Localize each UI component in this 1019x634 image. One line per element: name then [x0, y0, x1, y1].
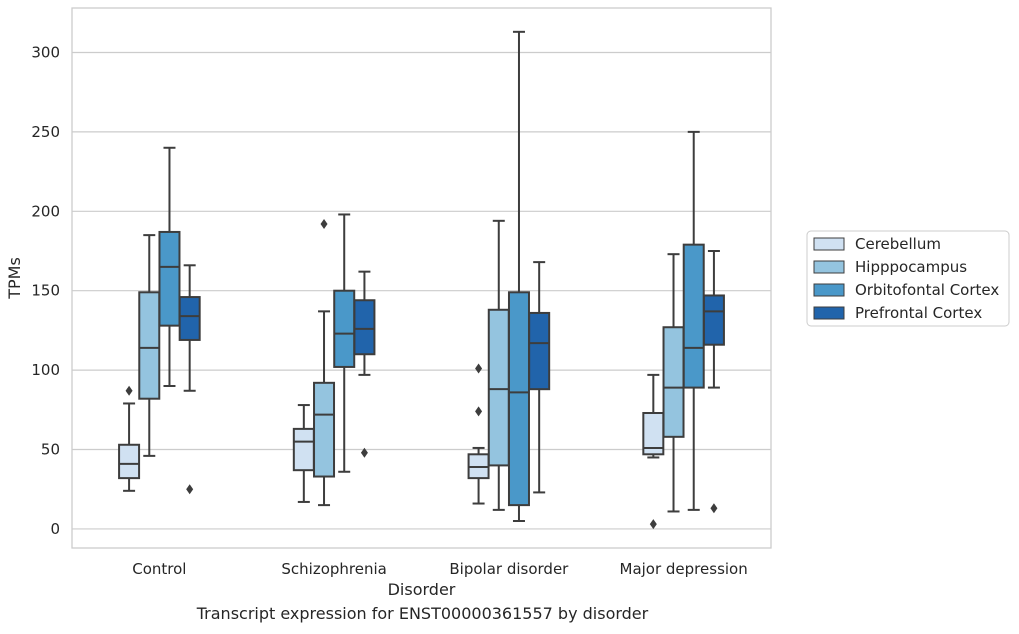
- box: [313, 381, 336, 478]
- legend-label: Prefrontal Cortex: [855, 304, 982, 322]
- outlier-point: [125, 385, 133, 396]
- outlier-point: [186, 484, 194, 495]
- box-group: [353, 270, 376, 458]
- y-tick-label: 100: [31, 361, 60, 379]
- box: [333, 289, 356, 368]
- y-tick-label: 0: [50, 520, 60, 538]
- legend-swatch: [813, 237, 845, 251]
- box-group: [292, 404, 315, 503]
- box-group: [702, 250, 725, 514]
- outlier-point: [475, 363, 483, 374]
- box-group: [507, 30, 530, 522]
- outlier-point: [320, 219, 328, 229]
- y-tick-label: 200: [31, 202, 60, 220]
- legend-label: Orbitofontal Cortex: [855, 281, 999, 299]
- plot-frame: [71, 7, 772, 549]
- y-tick-label: 50: [41, 441, 60, 459]
- box-group: [178, 264, 201, 495]
- outlier-point: [710, 503, 718, 514]
- box-group: [118, 385, 141, 492]
- legend-swatch: [813, 260, 845, 274]
- legend-swatch: [813, 283, 845, 297]
- axes: 0 50 100 150 200 250 300 Control Schizophrenia Bi…: [31, 43, 747, 578]
- box-group: [467, 363, 490, 505]
- outlier-point: [649, 519, 657, 530]
- outlier-point: [360, 447, 368, 458]
- legend-swatch: [813, 306, 845, 320]
- legend-frame: [806, 230, 1010, 327]
- box: [138, 291, 161, 400]
- box-group: [682, 130, 705, 511]
- box-group: [528, 261, 551, 494]
- box: [353, 299, 376, 356]
- legend: Cerebellum Hipppocampus Orbitofontal Corte…: [806, 230, 1010, 327]
- box: [662, 326, 685, 438]
- box: [702, 294, 725, 346]
- legend-label: Hipppocampus: [855, 258, 967, 276]
- y-tick-label: 250: [31, 123, 60, 141]
- outlier-point: [475, 406, 483, 417]
- box: [118, 443, 141, 480]
- figure-caption: Transcript expression for ENST0000036155…: [196, 604, 649, 623]
- legend-label: Cerebellum: [855, 235, 941, 253]
- box-group: [138, 234, 161, 457]
- box: [528, 311, 551, 391]
- y-axis-label: TPMs: [5, 257, 24, 300]
- box-group: [313, 219, 336, 507]
- x-tick-label: Schizophrenia: [281, 560, 386, 578]
- box: [507, 291, 530, 507]
- box: [178, 296, 201, 341]
- x-tick-label: Bipolar disorder: [449, 560, 569, 578]
- grid-lines: [72, 51, 771, 530]
- box-group: [158, 146, 181, 387]
- box-group: [487, 219, 510, 511]
- box-group: [662, 253, 685, 513]
- y-tick-label: 150: [31, 282, 60, 300]
- box-group: [642, 373, 665, 530]
- box: [487, 308, 510, 467]
- box: [292, 427, 315, 472]
- x-tick-label: Control: [132, 560, 186, 578]
- box: [158, 230, 181, 327]
- x-axis-label: Disorder: [388, 580, 456, 599]
- box: [682, 243, 705, 389]
- box-group: [333, 213, 356, 473]
- y-tick-label: 300: [31, 43, 60, 61]
- boxes: [118, 30, 725, 530]
- x-tick-label: Major depression: [620, 560, 748, 578]
